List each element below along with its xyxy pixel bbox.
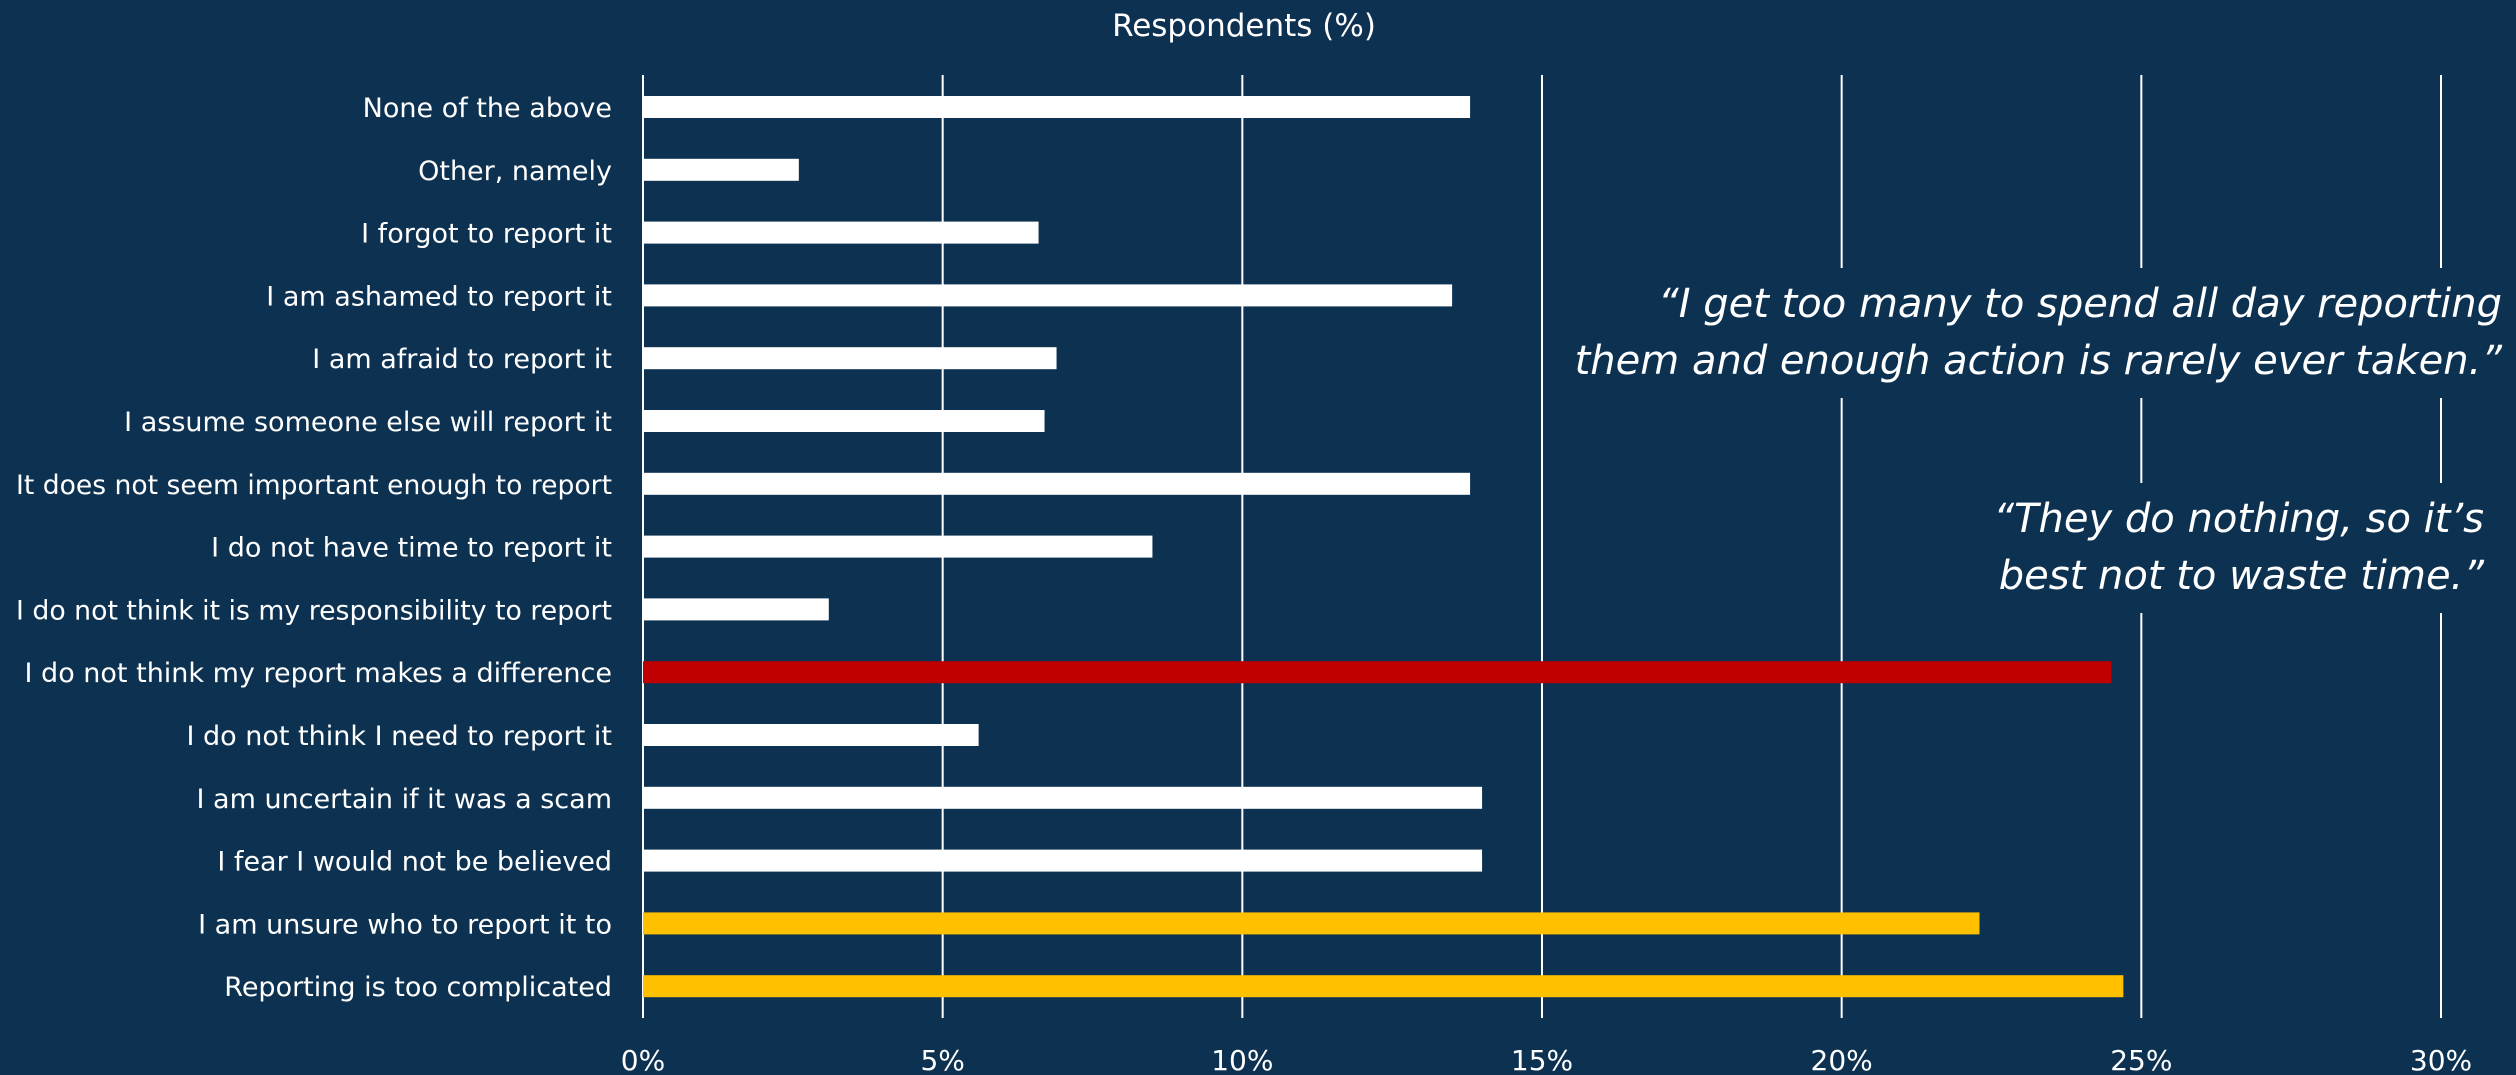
bar-5 [643,410,1045,432]
bars [643,96,2124,998]
x-tick-label: 30% [2410,1044,2472,1075]
bar-0 [643,96,1471,118]
category-label: Other, namely [418,156,612,187]
category-label: I am afraid to report it [312,344,612,375]
chart-title: Respondents (%) [1112,8,1376,44]
quote-1-line-2: them and enough action is rarely ever ta… [1574,338,2502,384]
x-tick-label: 20% [1811,1044,1873,1075]
bar-7 [643,535,1153,558]
category-label: I am ashamed to report it [266,281,612,312]
quote-2-line-2: best not to waste time.” [1998,553,2484,599]
bar-6 [643,472,1471,495]
bar-14 [643,975,2124,998]
bar-12 [643,849,1483,872]
quote-annotation-1: “I get too many to spend all day reporti… [1558,268,2502,398]
bar-9 [643,661,2112,684]
bar-13 [643,912,1980,935]
category-label: Reporting is too complicated [224,972,612,1003]
bar-8 [643,598,829,621]
category-label: I do not think it is my responsibility t… [16,595,612,626]
quote-2-line-1: “They do nothing, so it’s [1993,496,2484,542]
x-tick-label: 5% [920,1044,964,1075]
bar-1 [643,158,799,181]
category-label: I do not think I need to report it [186,721,612,752]
x-tick-label: 25% [2110,1044,2172,1075]
category-label: It does not seem important enough to rep… [16,470,612,501]
quote-1-line-1: “I get too many to spend all day reporti… [1657,281,2502,327]
quote-annotation-2: “They do nothing, so it’s best not to wa… [1977,483,2484,613]
category-labels: None of the above Other, namely I forgot t… [16,93,612,1003]
x-tick-labels: 0% 5% 10% 15% 20% 25% 30% [621,1044,2472,1075]
x-tick-label: 15% [1511,1044,1573,1075]
category-label: I assume someone else will report it [124,407,612,438]
category-label: I do not think my report makes a differe… [25,658,612,689]
bar-11 [643,786,1483,809]
bar-2 [643,221,1039,244]
category-label: None of the above [363,93,612,124]
x-tick-label: 0% [621,1044,665,1075]
x-tick-label: 10% [1211,1044,1273,1075]
bar-4 [643,347,1057,370]
bar-3 [643,284,1453,307]
category-label: I am unsure who to report it to [198,909,612,940]
category-label: I fear I would not be believed [217,847,612,878]
category-label: I forgot to report it [361,219,612,250]
category-label: I am uncertain if it was a scam [196,784,612,815]
category-label: I do not have time to report it [211,533,612,564]
bar-10 [643,724,979,746]
